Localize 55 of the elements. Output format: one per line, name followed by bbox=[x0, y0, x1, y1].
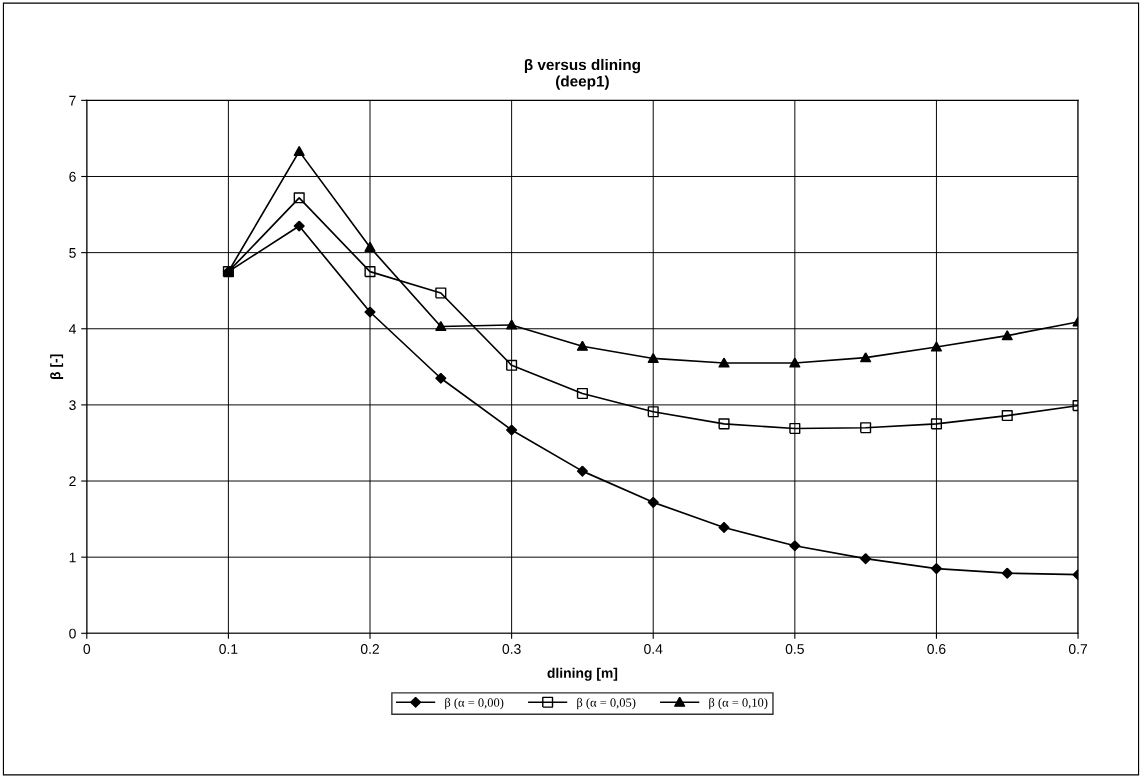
x-tick-label: 0.5 bbox=[785, 644, 804, 654]
point bbox=[293, 192, 305, 204]
point bbox=[789, 357, 801, 368]
y-tick-label: 7 bbox=[69, 95, 76, 106]
point bbox=[293, 220, 305, 232]
point bbox=[293, 145, 305, 156]
point bbox=[647, 406, 659, 418]
y-tick-label: 4 bbox=[68, 324, 76, 334]
point bbox=[576, 387, 588, 400]
point bbox=[718, 418, 730, 430]
point bbox=[435, 320, 447, 332]
point bbox=[364, 241, 376, 252]
y-tick-label: 5 bbox=[69, 248, 76, 258]
x-tick-label: 0 bbox=[83, 644, 91, 654]
y-axis-title: β [-] bbox=[50, 354, 64, 379]
point bbox=[506, 359, 518, 371]
point bbox=[930, 563, 942, 575]
y-tick-label: 3 bbox=[69, 400, 76, 411]
point bbox=[506, 424, 518, 436]
x-tick-label: 0.4 bbox=[644, 644, 663, 654]
y-tick-label: 1 bbox=[69, 552, 76, 563]
point bbox=[860, 422, 872, 434]
point bbox=[789, 422, 801, 435]
point bbox=[1001, 330, 1013, 341]
y-tick-label: 6 bbox=[69, 171, 76, 182]
x-tick-label: 0.3 bbox=[502, 644, 521, 654]
point bbox=[1001, 409, 1013, 422]
x-tick-label: 0.2 bbox=[360, 644, 379, 654]
point bbox=[718, 357, 730, 368]
legend-label: β (α = 0,00) bbox=[445, 697, 504, 710]
point bbox=[647, 496, 659, 508]
point bbox=[364, 306, 376, 318]
legend-label: β (α = 0,10) bbox=[709, 697, 768, 710]
chart-title: β versus dlining (deep1) bbox=[524, 58, 640, 90]
legend-label: β (α = 0,05) bbox=[577, 697, 636, 710]
point bbox=[718, 521, 730, 534]
x-tick-label: 0.1 bbox=[219, 644, 238, 654]
x-tick-label: 0.6 bbox=[927, 644, 946, 654]
point bbox=[930, 418, 942, 430]
x-axis-title: dlining [m] bbox=[547, 667, 618, 681]
point bbox=[364, 266, 376, 278]
point bbox=[576, 340, 588, 351]
point bbox=[506, 319, 518, 330]
point bbox=[789, 540, 801, 552]
point bbox=[860, 553, 872, 565]
point bbox=[647, 352, 659, 364]
point bbox=[576, 465, 588, 477]
point bbox=[930, 341, 942, 352]
point bbox=[860, 352, 872, 363]
point bbox=[435, 287, 447, 299]
x-tick-label: 0.7 bbox=[1068, 644, 1088, 654]
point bbox=[1001, 567, 1013, 579]
point bbox=[435, 372, 447, 384]
y-tick-label: 2 bbox=[69, 476, 76, 487]
y-tick-label: 0 bbox=[69, 628, 76, 639]
